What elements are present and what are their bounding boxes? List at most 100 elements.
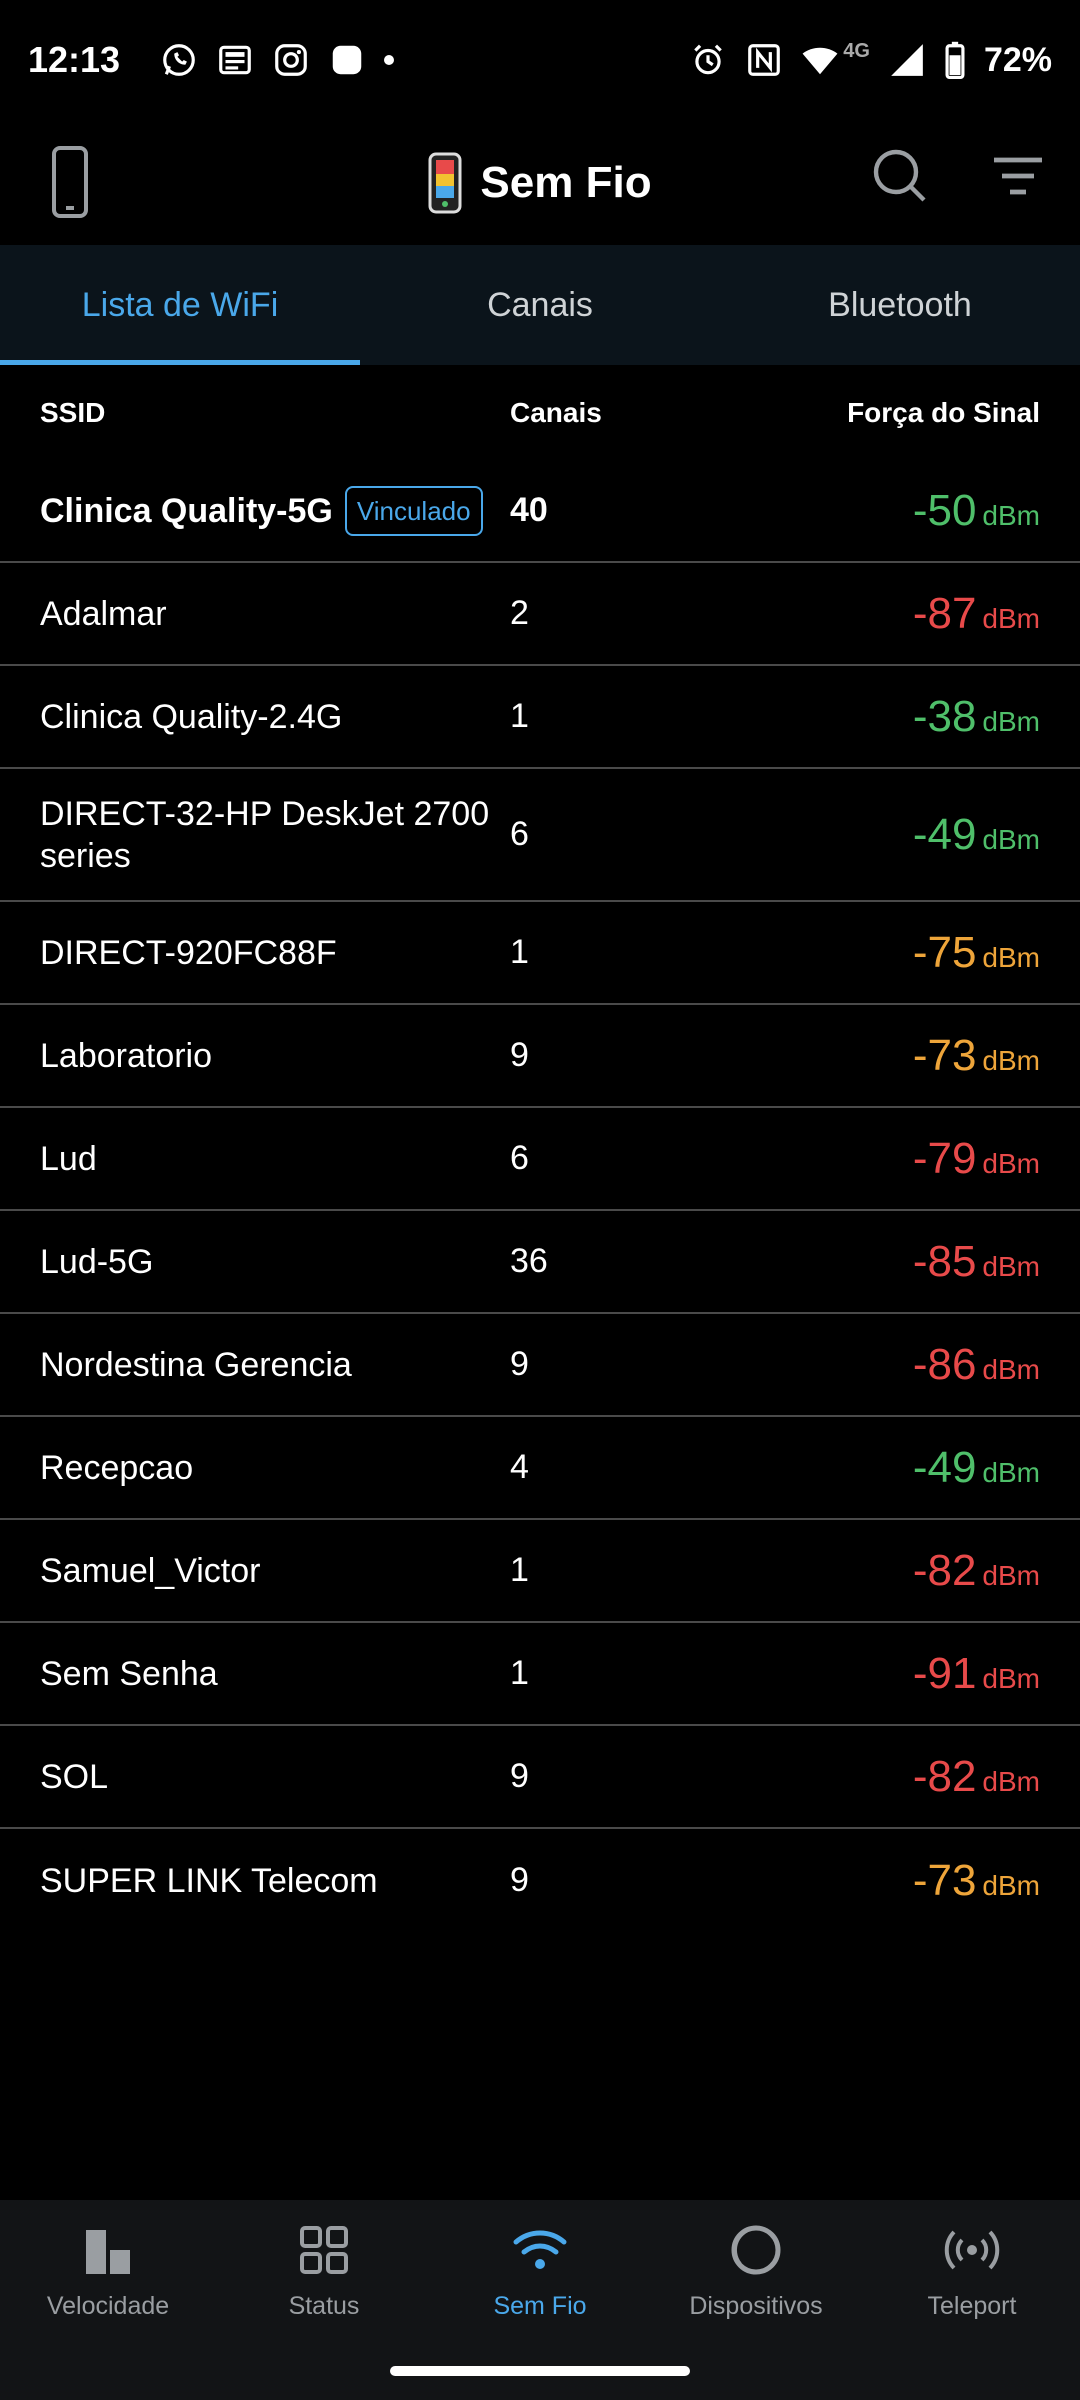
signal-unit: dBm [982,1250,1040,1282]
row-channel: 9 [510,1757,529,1795]
signal-value: -86 [912,1339,977,1389]
table-row[interactable]: SUPER LINK Telecom 9 -73 dBm [0,1829,1080,1932]
devices-icon [731,2225,781,2275]
table-row[interactable]: SOL 9 -82 dBm [0,1726,1080,1829]
table-row[interactable]: DIRECT-32-HP DeskJet 2700 series 6 -49 dB… [0,769,1080,902]
app-logo-icon [428,152,462,213]
row-ssid: Clinica Quality-5G Vinculado [40,485,510,536]
signal-value: -82 [912,1545,977,1595]
signal-value: -91 [912,1648,977,1698]
ssid-text: Clinica Quality-5G [40,491,333,530]
row-signal: -79 dBm [913,1134,1040,1184]
signal-unit: dBm [982,602,1040,634]
nav-label: Sem Fio [493,2292,587,2320]
home-indicator[interactable] [390,2366,690,2376]
more-notifications-dot [384,55,395,65]
teleport-icon [944,2230,1000,2270]
tab-channels[interactable]: Canais [487,285,593,324]
row-ssid: SUPER LINK Telecom [40,1861,378,1900]
tab-wifi-list[interactable]: Lista de WiFi [0,245,360,365]
wifi-icon [513,2230,567,2269]
row-signal: -91 dBm [913,1649,1040,1699]
nav-label: Dispositivos [689,2292,823,2320]
signal-unit: dBm [982,705,1040,737]
nav-label: Status [288,2292,360,2320]
row-ssid: Lud [40,1139,97,1178]
connected-badge: Vinculado [344,485,483,536]
status-time: 12:13 [28,39,121,80]
row-channel: 9 [510,1861,529,1899]
signal-unit: dBm [982,499,1040,531]
signal-unit: dBm [982,1353,1040,1385]
signal-value: -75 [912,927,977,977]
sort-icon[interactable] [990,152,1046,200]
row-ssid: SOL [40,1757,109,1796]
signal-value: -49 [912,809,977,859]
table-row[interactable]: Clinica Quality-2.4G 1 -38 dBm [0,666,1080,769]
signal-value: -87 [912,588,977,638]
app-bar: Sem Fio [0,120,1080,245]
signal-value: -73 [912,1030,977,1080]
row-channel: 1 [510,1551,529,1589]
signal-unit: dBm [982,1869,1040,1901]
news-icon [216,41,254,79]
tab-bluetooth[interactable]: Bluetooth [828,285,972,324]
signal-unit: dBm [982,1044,1040,1076]
nav-wireless[interactable]: Sem Fio [432,2200,648,2400]
row-ssid: Samuel_Victor [40,1551,261,1590]
row-ssid: Nordestina Gerencia [40,1345,352,1384]
row-channel: 9 [510,1036,529,1074]
signal-unit: dBm [982,1662,1040,1694]
row-signal: -86 dBm [913,1340,1040,1390]
row-signal: -82 dBm [913,1752,1040,1802]
nav-status[interactable]: Status [216,2200,432,2400]
table-row[interactable]: DIRECT-920FC88F 1 -75 dBm [0,902,1080,1005]
row-ssid: Clinica Quality-2.4G [40,697,343,736]
table-row[interactable]: Lud-5G 36 -85 dBm [0,1211,1080,1314]
nav-speed[interactable]: Velocidade [0,2200,216,2400]
row-channel: 6 [510,1139,529,1177]
signal-value: -85 [912,1236,977,1286]
table-row[interactable]: Recepcao 4 -49 dBm [0,1417,1080,1520]
row-signal: -50 dBm [913,486,1040,536]
row-ssid: Laboratorio [40,1036,213,1075]
nav-teleport[interactable]: Teleport [864,2200,1080,2400]
nav-devices[interactable]: Dispositivos [648,2200,864,2400]
row-ssid: Recepcao [40,1448,194,1487]
table-row[interactable]: Laboratorio 9 -73 dBm [0,1005,1080,1108]
row-signal: -73 dBm [913,1856,1040,1906]
signal-unit: dBm [982,941,1040,973]
search-icon[interactable] [872,148,928,204]
page-title: Sem Fio [480,157,652,207]
row-signal: -82 dBm [913,1546,1040,1596]
table-row[interactable]: Lud 6 -79 dBm [0,1108,1080,1211]
row-channel: 40 [510,491,548,529]
table-row[interactable]: Clinica Quality-5G Vinculado 40 -50 dBm [0,460,1080,563]
row-ssid: Sem Senha [40,1654,218,1693]
whatsapp-icon [160,41,198,79]
row-channel: 1 [510,933,529,971]
signal-unit: dBm [982,1559,1040,1591]
row-signal: -87 dBm [913,589,1040,639]
header-channels[interactable]: Canais [510,396,602,428]
nav-label: Teleport [927,2292,1017,2320]
row-channel: 36 [510,1242,548,1280]
instagram-icon [272,41,310,79]
table-row[interactable]: Sem Senha 1 -91 dBm [0,1623,1080,1726]
header-ssid[interactable]: SSID [40,396,106,428]
table-row[interactable]: Samuel_Victor 1 -82 dBm [0,1520,1080,1623]
app-icon [328,41,366,79]
row-channel: 1 [510,697,529,735]
row-channel: 1 [510,1654,529,1692]
alarm-icon [689,41,727,79]
row-signal: -75 dBm [913,928,1040,978]
table-row[interactable]: Nordestina Gerencia 9 -86 dBm [0,1314,1080,1417]
battery-level: 72% [983,40,1052,79]
table-row[interactable]: Adalmar 2 -87 dBm [0,563,1080,666]
signal-unit: dBm [982,1765,1040,1797]
phone-device-icon[interactable] [46,144,94,220]
signal-value: -50 [912,485,977,535]
battery-icon [944,41,966,79]
signal-value: -82 [912,1751,977,1801]
header-signal[interactable]: Força do Sinal [847,396,1040,428]
